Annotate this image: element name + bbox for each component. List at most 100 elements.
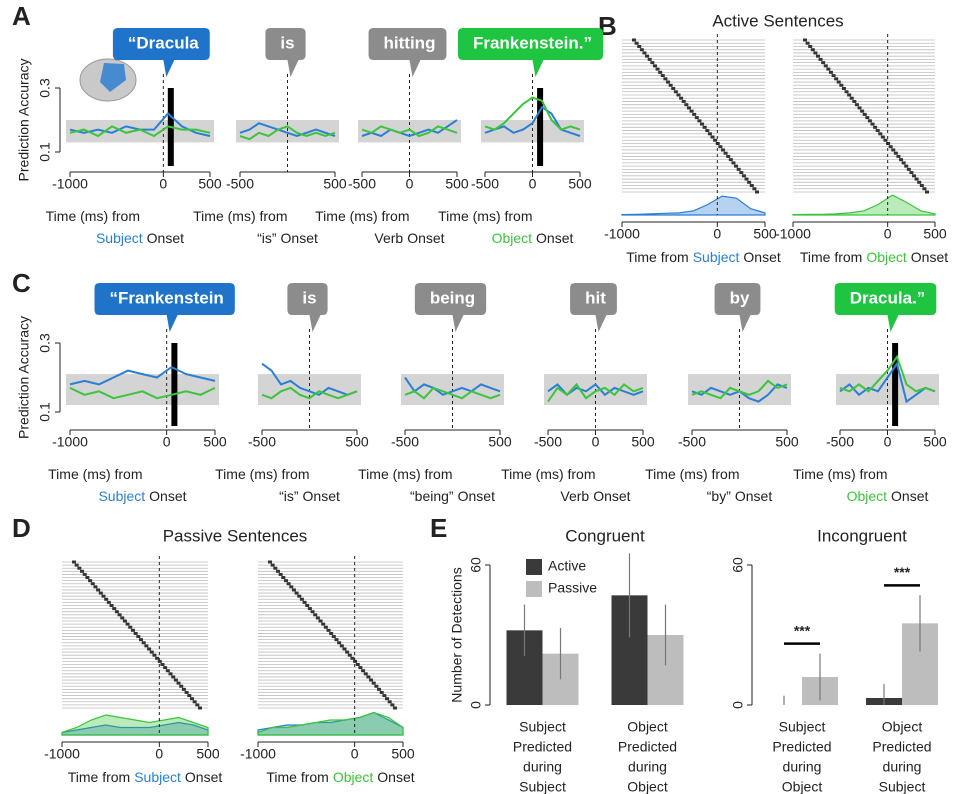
onset-tick xyxy=(726,155,730,158)
x-tick-label: 500 xyxy=(775,434,799,450)
x-axis-label: Time fromSubjectOnset xyxy=(68,769,223,785)
x-tick-label: -500 xyxy=(226,176,254,192)
onset-tick xyxy=(925,191,929,194)
x-axis-label-part: Object xyxy=(866,249,907,265)
legend-swatch xyxy=(526,559,542,575)
onset-tick xyxy=(139,638,143,641)
category-label: Predicted xyxy=(618,739,677,755)
onset-tick xyxy=(708,132,712,135)
onset-tick xyxy=(713,139,717,142)
onset-tick xyxy=(83,573,87,576)
y-tick-label: 0.1 xyxy=(37,142,53,162)
x-tick-label: 500 xyxy=(196,746,220,762)
onset-tick xyxy=(163,666,167,669)
density-area xyxy=(793,195,935,215)
onset-tick xyxy=(635,42,639,45)
x-axis-label-part: Onset xyxy=(536,230,573,246)
x-axis-label: Time (ms) from“is”Onset xyxy=(193,208,318,246)
onset-tick xyxy=(721,148,725,151)
onset-tick xyxy=(372,682,376,685)
onset-tick xyxy=(91,582,95,585)
onset-tick xyxy=(308,607,312,610)
onset-tick xyxy=(858,106,862,109)
onset-tick xyxy=(160,663,164,666)
onset-tick xyxy=(703,126,707,129)
onset-tick xyxy=(147,647,151,650)
onset-tick xyxy=(850,97,854,100)
x-axis-label: Time (ms) fromSubjectOnset xyxy=(46,208,184,246)
onset-tick xyxy=(374,685,378,688)
x-axis-label-part: Verb xyxy=(374,230,403,246)
onset-tick xyxy=(922,187,926,190)
onset-tick xyxy=(687,106,691,109)
x-tick-label: -500 xyxy=(391,434,419,450)
onset-tick xyxy=(152,654,156,657)
onset-tick xyxy=(865,116,869,119)
onset-tick xyxy=(110,604,114,607)
x-axis-label-part: Object xyxy=(847,488,888,504)
y-tick-label: 60 xyxy=(730,557,746,573)
onset-tick xyxy=(839,84,843,87)
word-bubble-text: by xyxy=(730,288,750,307)
x-tick-label: 0 xyxy=(713,226,721,242)
onset-tick xyxy=(88,579,92,582)
x-tick-label: 500 xyxy=(198,176,222,192)
onset-tick xyxy=(645,55,649,58)
word-bubble-text: is xyxy=(302,288,316,307)
onset-tick xyxy=(297,595,301,598)
x-axis-label: Time fromObjectOnset xyxy=(800,249,948,265)
y-tick-label: 60 xyxy=(468,557,484,573)
x-axis-label-part: Object xyxy=(492,230,533,246)
category-label: during xyxy=(523,759,562,775)
onset-tick xyxy=(358,666,362,669)
onset-tick xyxy=(876,129,880,132)
onset-tick xyxy=(177,682,181,685)
onset-tick xyxy=(917,181,921,184)
x-tick-label: 0 xyxy=(163,434,171,450)
onset-tick xyxy=(666,81,670,84)
onset-tick xyxy=(342,647,346,650)
onset-tick xyxy=(369,679,373,682)
onset-tick xyxy=(920,184,924,187)
onset-tick xyxy=(289,585,293,588)
onset-tick xyxy=(366,675,370,678)
onset-tick xyxy=(883,139,887,142)
onset-tick xyxy=(104,598,108,601)
x-axis-label-part: Onset xyxy=(911,249,948,265)
onset-tick xyxy=(115,610,119,613)
onset-tick xyxy=(190,697,194,700)
onset-tick xyxy=(134,632,138,635)
x-tick-label: -500 xyxy=(534,434,562,450)
onset-tick xyxy=(382,694,386,697)
onset-tick xyxy=(327,629,331,632)
x-axis-label: Time (ms) from“by”Onset xyxy=(645,466,772,504)
onset-tick xyxy=(112,607,116,610)
x-tick-label: 500 xyxy=(445,176,469,192)
onset-tick xyxy=(870,123,874,126)
x-axis-label-part: Time from xyxy=(800,249,862,265)
category-label: Predicted xyxy=(513,739,572,755)
x-tick-label: 500 xyxy=(345,434,369,450)
onset-tick xyxy=(692,113,696,116)
y-tick-label: 0 xyxy=(468,701,484,709)
onset-tick xyxy=(679,97,683,100)
x-axis-label-part: Time from xyxy=(626,249,688,265)
x-tick-label: -1000 xyxy=(52,176,88,192)
y-axis-label: Prediction Accuracy xyxy=(16,316,32,439)
x-tick-label: -1000 xyxy=(604,226,640,242)
onset-tick xyxy=(640,48,644,51)
x-tick-label: -500 xyxy=(826,434,854,450)
onset-tick xyxy=(821,61,825,64)
x-axis-label-part: Onset xyxy=(303,488,340,504)
x-axis-label-part: Onset xyxy=(743,249,780,265)
x-tick-label: 0 xyxy=(592,434,600,450)
x-axis-label-part: Object xyxy=(333,769,374,785)
onset-tick xyxy=(131,629,135,632)
panel-title: Active Sentences xyxy=(712,11,843,30)
word-bubble-text: “Frankenstein xyxy=(110,288,224,307)
x-axis-label-part: Time (ms) from xyxy=(793,466,887,482)
x-tick-label: 500 xyxy=(753,226,777,242)
onset-tick xyxy=(171,675,175,678)
y-tick-label: 0.1 xyxy=(37,402,53,422)
x-axis-label-part: “is” xyxy=(257,230,277,246)
